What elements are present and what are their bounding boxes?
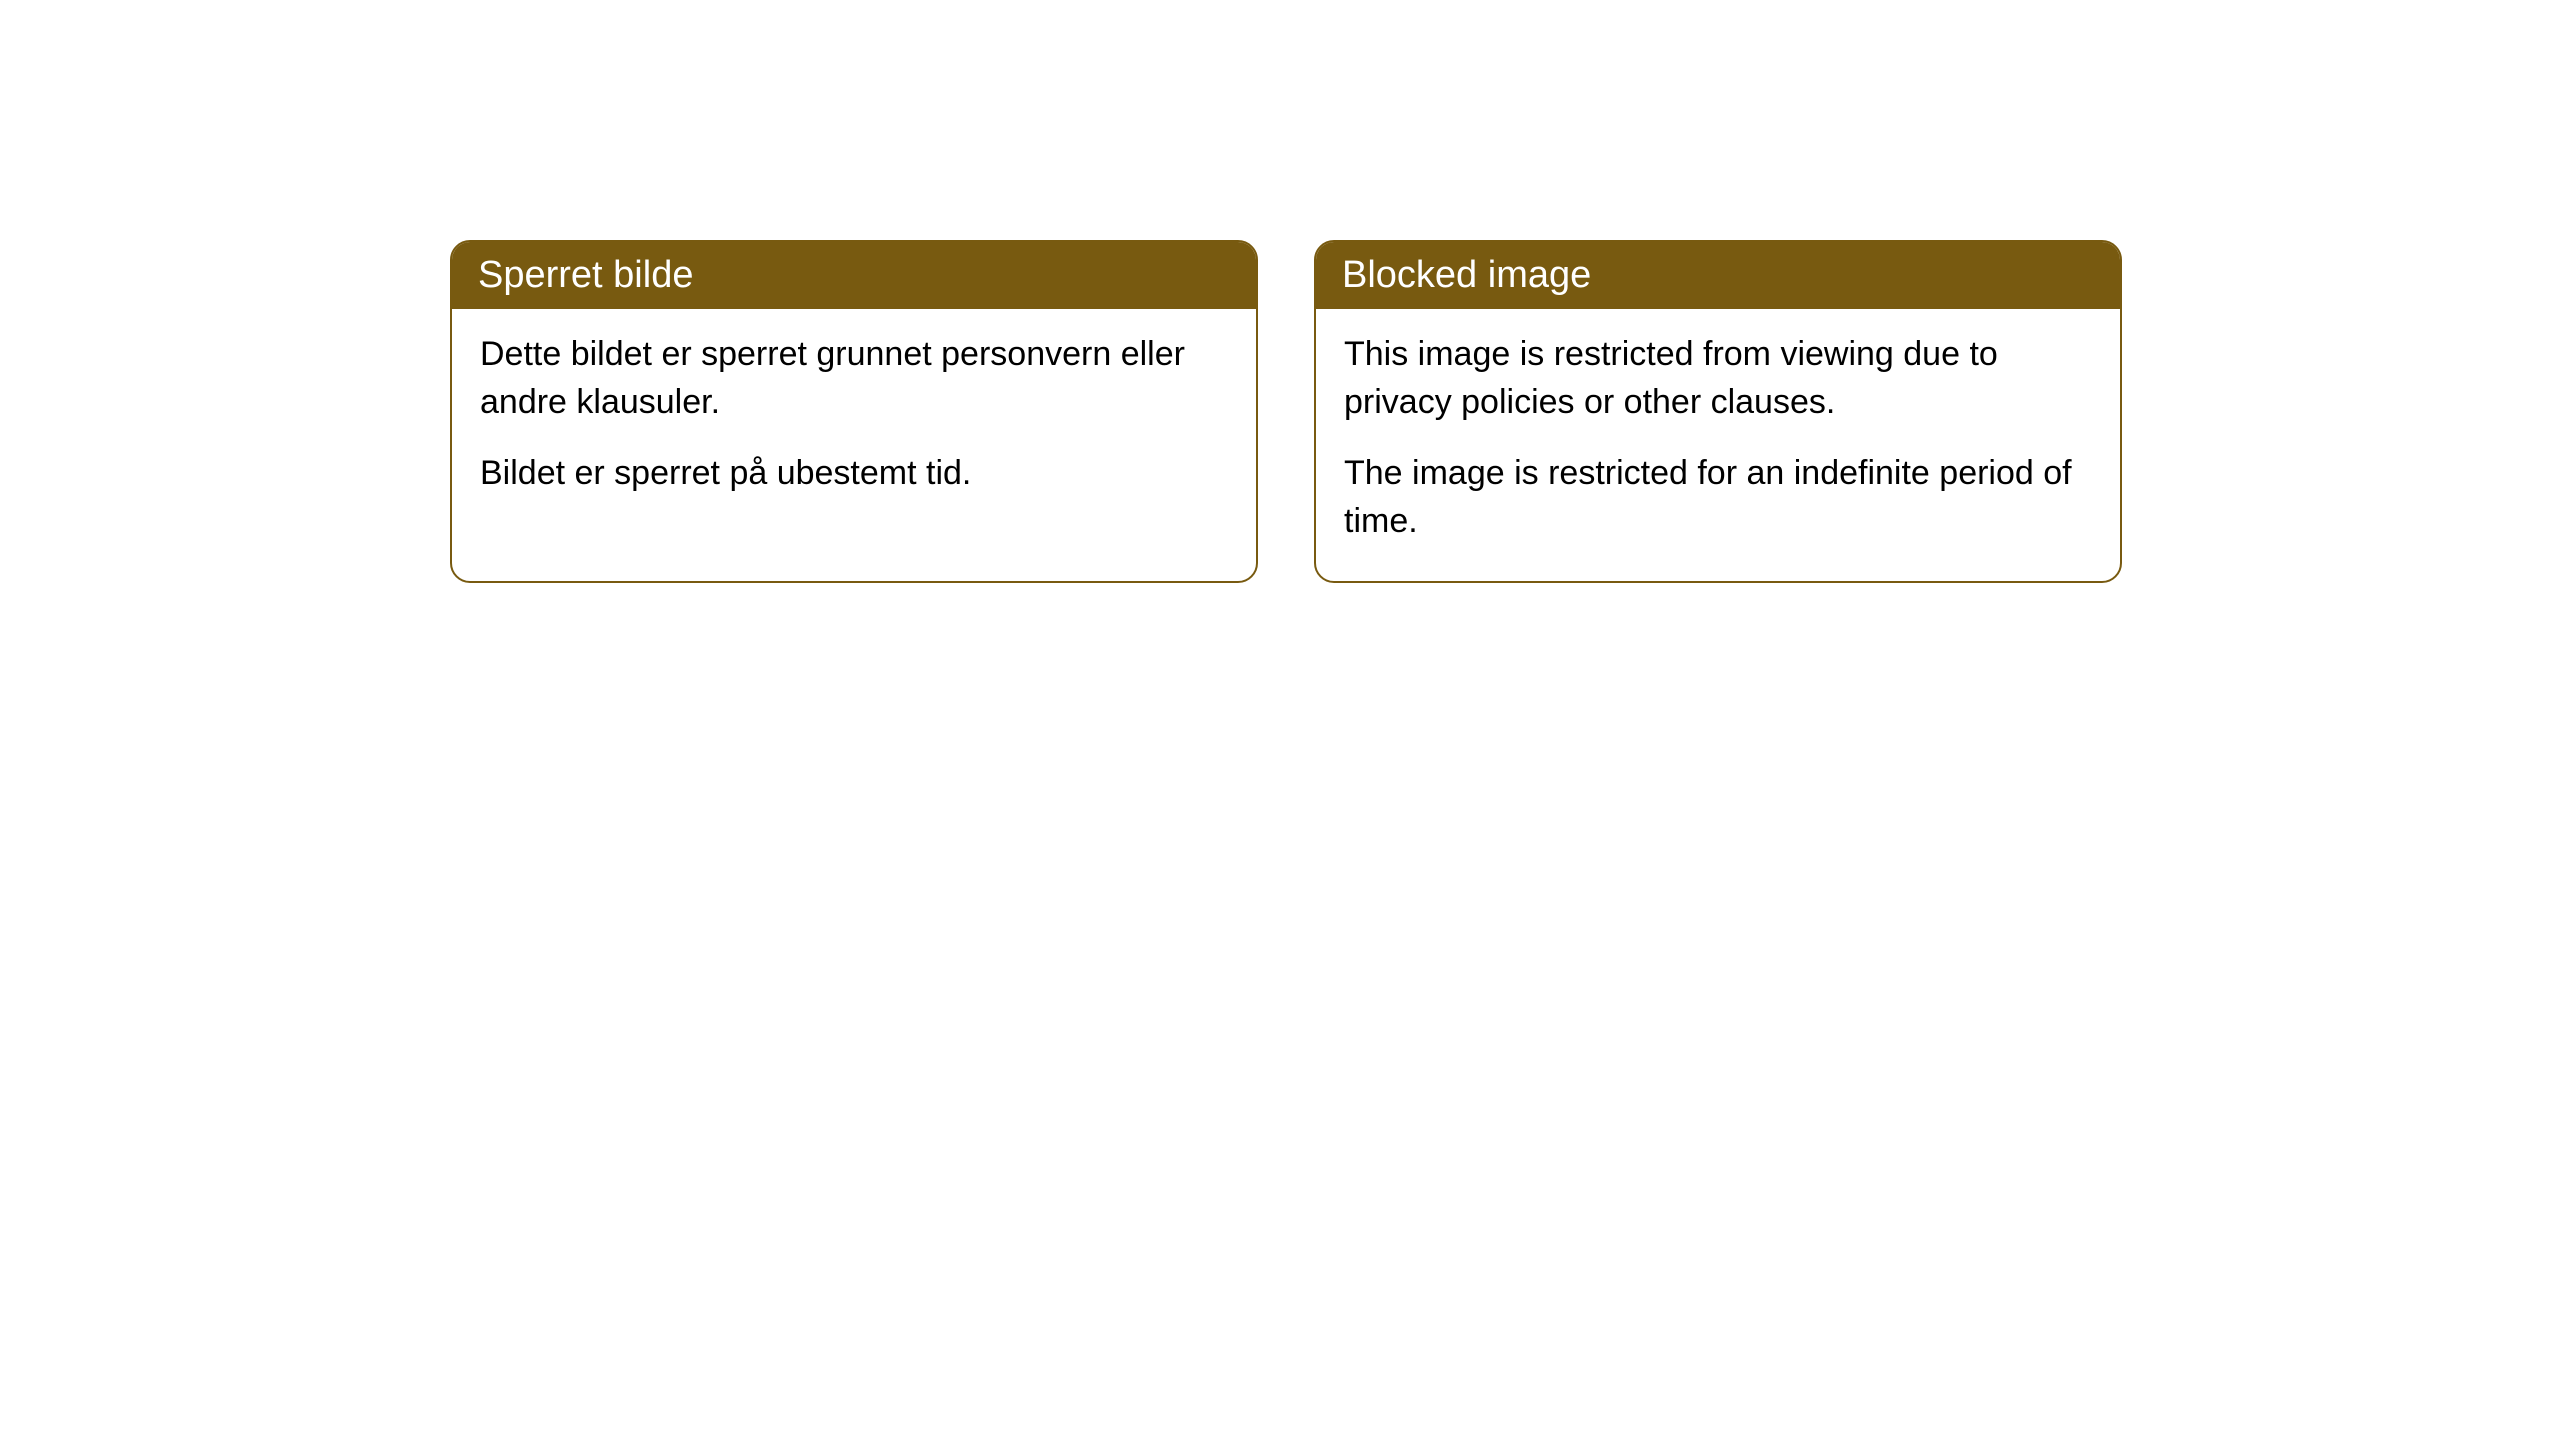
card-text-line-1: This image is restricted from viewing du… (1344, 331, 2092, 426)
card-header: Sperret bilde (452, 242, 1256, 309)
notice-card-norwegian: Sperret bilde Dette bildet er sperret gr… (450, 240, 1258, 583)
card-text-line-1: Dette bildet er sperret grunnet personve… (480, 331, 1228, 426)
card-body: Dette bildet er sperret grunnet personve… (452, 309, 1256, 534)
notice-cards-container: Sperret bilde Dette bildet er sperret gr… (450, 240, 2560, 583)
card-text-line-2: The image is restricted for an indefinit… (1344, 450, 2092, 545)
card-header: Blocked image (1316, 242, 2120, 309)
notice-card-english: Blocked image This image is restricted f… (1314, 240, 2122, 583)
card-body: This image is restricted from viewing du… (1316, 309, 2120, 581)
card-text-line-2: Bildet er sperret på ubestemt tid. (480, 450, 1228, 498)
